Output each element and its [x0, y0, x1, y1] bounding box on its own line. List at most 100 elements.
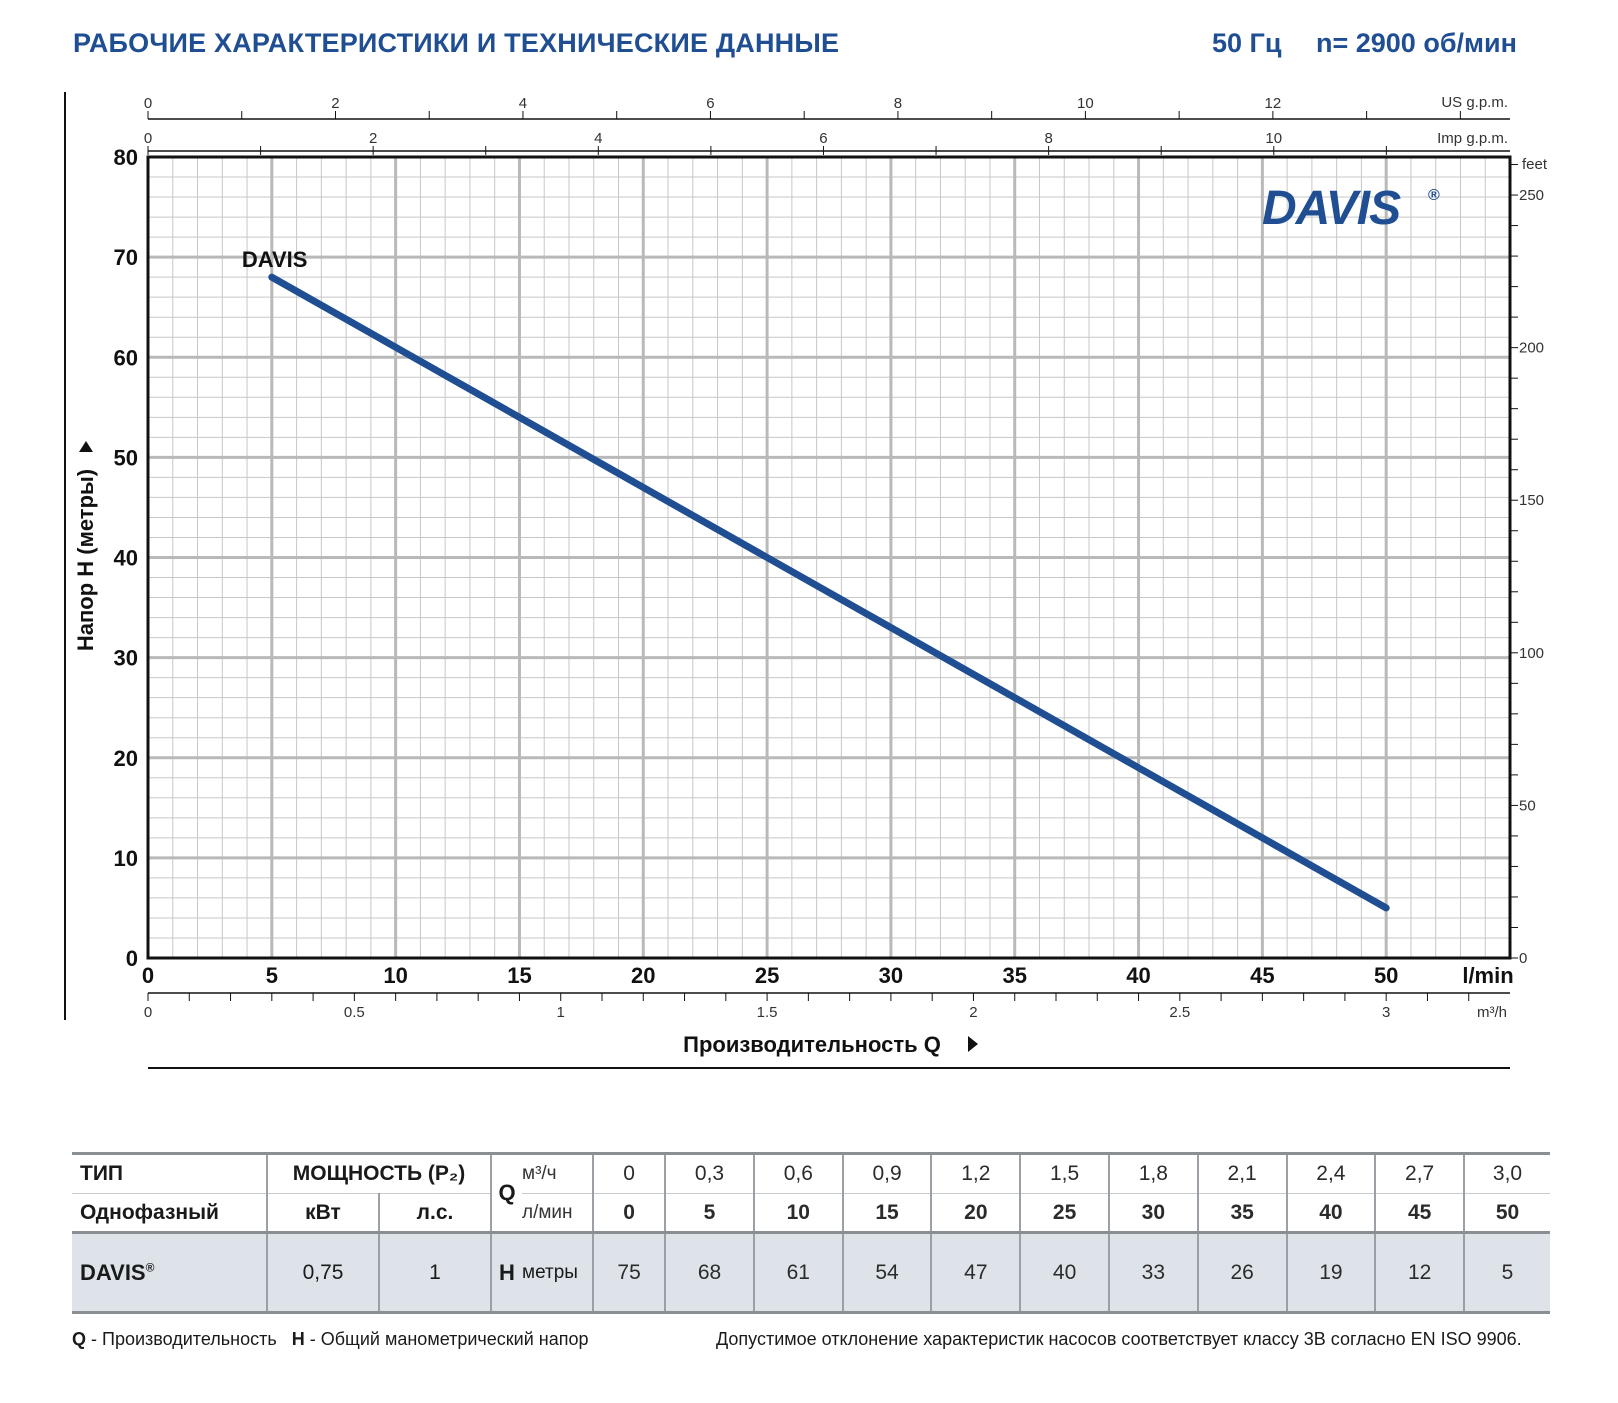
h-cell: 5 — [1464, 1231, 1550, 1314]
imp-gpm-unit-label: Imp g.p.m. — [1437, 130, 1508, 147]
y-tick-label: 80 — [114, 145, 138, 170]
data-point — [394, 345, 398, 349]
h-header: H — [491, 1231, 522, 1314]
q-lmin-cell: 5 — [665, 1193, 755, 1233]
q-m3h-cell: 2,7 — [1375, 1152, 1466, 1194]
feet-tick-label: 150 — [1519, 492, 1544, 509]
m3h-tick-label: 0 — [144, 1004, 152, 1021]
q-m3h-cell: 0,9 — [842, 1152, 933, 1194]
x-tick-label: 35 — [1002, 963, 1026, 988]
y-tick-label: 70 — [114, 245, 138, 270]
feet-tick-label: 0 — [1519, 950, 1527, 967]
q-lmin-cell: 10 — [753, 1193, 844, 1233]
imp-gpm-tick-label: 6 — [819, 130, 827, 147]
q-desc: - Производительность — [86, 1329, 277, 1349]
data-point — [1137, 766, 1141, 770]
y-tick-label: 0 — [126, 946, 138, 971]
q-m3h-cell: 1,8 — [1108, 1152, 1199, 1194]
m3h-tick-label: 2.5 — [1169, 1004, 1190, 1021]
data-point — [765, 556, 769, 559]
x-tick-label: 10 — [383, 963, 407, 988]
q-m3h-cell: 1,2 — [931, 1152, 1022, 1194]
feet-tick-label: 200 — [1519, 340, 1544, 357]
series-line-davis — [268, 273, 1390, 912]
q-m3h-cell: 3,0 — [1464, 1152, 1550, 1194]
speed-label: n= 2900 об/мин — [1316, 28, 1517, 58]
q-lmin-cell: 0 — [593, 1193, 667, 1233]
y-tick-label: 30 — [114, 646, 138, 671]
m3h-tick-label: 1 — [557, 1004, 565, 1021]
q-m3h-cell: 0,3 — [665, 1152, 755, 1194]
x-unit-label: l/min — [1462, 963, 1513, 988]
kw-header: кВт — [267, 1193, 380, 1233]
davis-logo-registered-mark: ® — [1428, 187, 1440, 204]
m3h-tick-label: 0.5 — [344, 1004, 365, 1021]
data-point — [517, 415, 521, 419]
q-m3h-cell: 1,5 — [1020, 1152, 1110, 1194]
us-gpm-tick-label: 4 — [519, 95, 527, 112]
q-lmin-cell: 25 — [1020, 1193, 1110, 1233]
h-cell: 26 — [1197, 1231, 1288, 1314]
phase-label: Однофазный — [72, 1193, 268, 1233]
m3h-tick-label: 2 — [969, 1004, 977, 1021]
type-header: ТИП — [72, 1152, 268, 1194]
q-m3h-cell: 2,1 — [1197, 1152, 1288, 1194]
h-cell: 47 — [931, 1231, 1022, 1314]
imp-gpm-tick-label: 0 — [144, 130, 152, 147]
x-tick-label: 25 — [755, 963, 779, 988]
x-tick-label: 50 — [1374, 963, 1398, 988]
x-tick-label: 40 — [1126, 963, 1150, 988]
x-tick-label: 5 — [266, 963, 278, 988]
feet-tick-label: 100 — [1519, 645, 1544, 662]
x-tick-label: 30 — [879, 963, 903, 988]
us-gpm-tick-label: 10 — [1077, 95, 1094, 112]
q-lmin-cell: 30 — [1108, 1193, 1199, 1233]
davis-logo: DAVIS — [1262, 182, 1401, 235]
data-point — [641, 485, 645, 489]
h-cell: 33 — [1108, 1231, 1199, 1314]
us-gpm-tick-label: 2 — [331, 95, 339, 112]
feet-tick-label: 50 — [1519, 797, 1536, 814]
spec-table: ТИП МОЩНОСТЬ (P₂) Q м³/ч 0 0,3 0,6 0,9 1… — [72, 1152, 1550, 1314]
us-gpm-tick-label: 8 — [894, 95, 902, 112]
q-lmin-cell: 45 — [1375, 1193, 1466, 1233]
q-m3h-cell: 0,6 — [753, 1152, 844, 1194]
us-gpm-unit-label: US g.p.m. — [1441, 94, 1508, 111]
imp-gpm-tick-label: 4 — [594, 130, 602, 147]
model-name: DAVIS — [80, 1259, 146, 1285]
imp-gpm-tick-label: 8 — [1044, 130, 1052, 147]
kw-cell: 0,75 — [267, 1231, 380, 1314]
data-point — [1013, 696, 1017, 700]
x-tick-label: 45 — [1250, 963, 1274, 988]
h-desc: - Общий манометрический напор — [304, 1329, 589, 1349]
power-header: МОЩНОСТЬ (P₂) — [267, 1152, 492, 1194]
h-cell: 40 — [1020, 1231, 1110, 1314]
h-cell: 54 — [842, 1231, 933, 1314]
h-cell: 61 — [753, 1231, 844, 1314]
data-point — [1384, 906, 1388, 910]
y-tick-label: 50 — [114, 445, 138, 470]
q-lmin-cell: 35 — [1197, 1193, 1288, 1233]
feet-tick-label: 250 — [1519, 187, 1544, 204]
tolerance-note: Допустимое отклонение характеристик насо… — [716, 1329, 1522, 1349]
m3h-tick-label: 1.5 — [757, 1004, 778, 1021]
m3h-tick-label: 3 — [1382, 1004, 1390, 1021]
q-lmin-cell: 15 — [842, 1193, 933, 1233]
y-tick-label: 60 — [114, 345, 138, 370]
q-m3h-cell: 0 — [593, 1152, 667, 1194]
imp-gpm-tick-label: 10 — [1265, 130, 1282, 147]
hp-header: л.с. — [379, 1193, 492, 1233]
q-lmin-cell: 20 — [931, 1193, 1022, 1233]
us-gpm-tick-label: 6 — [706, 95, 714, 112]
q-m3h-cell: 2,4 — [1286, 1152, 1377, 1194]
series-label: DAVIS — [242, 247, 308, 272]
h-unit: метры — [522, 1231, 594, 1314]
y-tick-label: 10 — [114, 846, 138, 871]
x-tick-label: 15 — [507, 963, 531, 988]
table-row: DAVIS® 0,75 1 H метры 75 68 61 54 47 40 … — [72, 1231, 1550, 1314]
x-axis-label: Производительность Q — [683, 1032, 941, 1057]
footer-legend: Q - Производительность H - Общий маномет… — [72, 1329, 589, 1350]
x-tick-label: 20 — [631, 963, 655, 988]
frequency-label: 50 Гц — [1212, 28, 1282, 58]
